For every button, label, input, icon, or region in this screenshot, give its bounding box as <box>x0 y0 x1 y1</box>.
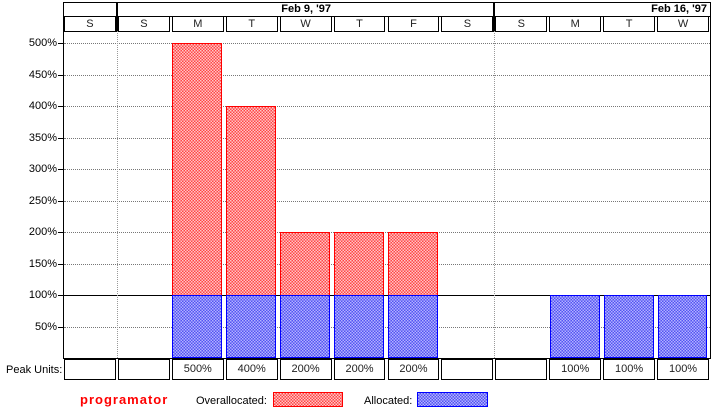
allocated-swatch <box>417 392 488 407</box>
y-axis-tick-label: 500% <box>28 37 57 49</box>
timescale-day-cell[interactable]: T <box>333 16 386 32</box>
allocated-bar <box>334 295 384 358</box>
timescale-day-cell[interactable]: M <box>171 16 224 32</box>
peak-units-cell <box>64 359 116 380</box>
timescale-day-cell[interactable]: W <box>279 16 332 32</box>
week-separator-gridline <box>494 31 496 358</box>
timescale-day-cell[interactable]: W <box>657 16 709 32</box>
y-axis-tick-mark <box>58 200 63 202</box>
h-gridline <box>64 326 710 328</box>
resource-name-label: programator <box>80 392 169 407</box>
y-axis-tick-mark <box>58 43 63 44</box>
timescale-day-cell[interactable]: F <box>387 16 440 32</box>
y-axis-tick-label: 50% <box>34 320 57 333</box>
y-axis-tick-mark <box>58 232 63 233</box>
peak-units-cell: 100% <box>549 359 602 380</box>
allocated-bar <box>549 295 600 358</box>
allocated-legend-label: Allocated: <box>364 395 413 407</box>
timescale-day-cell[interactable]: S <box>495 16 548 32</box>
week-divider-line <box>115 2 118 32</box>
h-gridline <box>64 263 710 265</box>
peak-units-cell <box>117 359 170 380</box>
h-gridline <box>64 137 710 139</box>
allocated-bar <box>226 295 277 358</box>
y-axis-tick-label: 100% <box>28 289 57 301</box>
peak-units-cell: 200% <box>333 359 386 380</box>
y-axis-tick-label: 350% <box>28 131 57 144</box>
week-divider-line <box>493 2 496 32</box>
x-axis-line <box>63 358 711 359</box>
max-units-line-100pct <box>63 295 710 296</box>
y-axis-tick-mark <box>58 74 63 76</box>
peak-units-cell <box>495 359 548 380</box>
peak-units-cell: 400% <box>225 359 278 380</box>
h-gridline <box>64 106 710 107</box>
y-axis-tick-label: 450% <box>28 68 57 81</box>
allocated-bar <box>657 295 708 358</box>
y-axis-tick-mark <box>58 295 63 296</box>
y-axis-tick-label: 300% <box>28 163 57 175</box>
y-axis-tick-label: 400% <box>28 100 57 112</box>
week-separator-gridline <box>116 31 118 358</box>
peak-units-row-label: Peak Units: <box>6 364 63 376</box>
peak-units-cell: 100% <box>657 359 709 380</box>
allocated-bar <box>172 295 223 358</box>
y-axis-tick-mark <box>58 106 63 107</box>
timescale-day-cell[interactable]: M <box>549 16 602 32</box>
y-axis-tick-label: 250% <box>28 194 57 207</box>
overallocated-bar <box>334 232 384 295</box>
h-gridline <box>64 169 710 170</box>
overallocated-bar <box>280 232 331 295</box>
overallocated-bar <box>388 232 438 295</box>
peak-units-cell <box>441 359 494 380</box>
y-axis-tick-mark <box>58 169 63 170</box>
overallocated-bar <box>226 106 277 295</box>
overallocated-bar <box>172 43 223 295</box>
y-axis-line <box>63 2 64 358</box>
peak-units-cell: 200% <box>387 359 440 380</box>
y-axis-tick-mark <box>58 137 63 139</box>
h-gridline <box>64 74 710 76</box>
peak-units-cell: 500% <box>171 359 224 380</box>
y-axis-tick-mark <box>58 326 63 328</box>
allocated-bar <box>603 295 654 358</box>
timescale-day-cell[interactable]: S <box>64 16 116 32</box>
allocated-bar <box>388 295 438 358</box>
h-gridline <box>64 43 710 44</box>
h-gridline <box>64 232 710 233</box>
overallocated-swatch <box>273 392 343 407</box>
y-axis-tick-mark <box>58 263 63 265</box>
h-gridline <box>64 200 710 202</box>
y-axis-tick-label: 150% <box>28 257 57 270</box>
y-axis-tick-label: 200% <box>28 226 57 238</box>
peak-units-cell: 200% <box>279 359 332 380</box>
peak-units-cell: 100% <box>603 359 656 380</box>
allocated-bar <box>280 295 331 358</box>
timescale-day-cell[interactable]: S <box>117 16 170 32</box>
timescale-day-cell[interactable]: T <box>603 16 656 32</box>
timescale-week-cell[interactable]: Feb 9, '97 <box>116 2 496 17</box>
timescale-week-cell[interactable] <box>63 2 118 17</box>
timescale-week-cell[interactable]: Feb 16, '97 <box>494 2 711 17</box>
timescale-day-cell[interactable]: T <box>225 16 278 32</box>
timescale-day-cell[interactable]: S <box>441 16 494 32</box>
chart-right-border <box>710 2 711 358</box>
overallocated-legend-label: Overallocated: <box>196 395 267 407</box>
